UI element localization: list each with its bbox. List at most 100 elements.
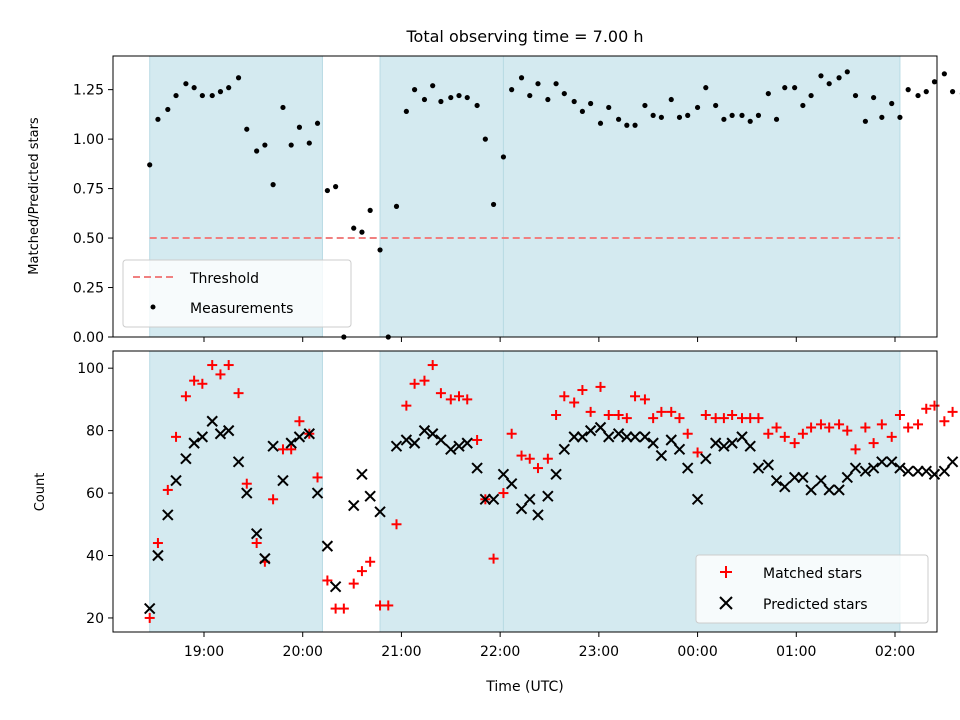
matched-star-point (189, 375, 200, 386)
measurement-point (367, 207, 373, 213)
predicted-star-point (779, 481, 791, 493)
measurement-point (597, 120, 604, 126)
measurement-point (889, 100, 895, 107)
measurement-point (456, 92, 462, 99)
matched-star-point (268, 494, 279, 505)
matched-star-point (401, 400, 412, 411)
matched-star-point (763, 428, 774, 439)
matched-star-point (294, 416, 305, 427)
x-tick-label: 21:00 (381, 644, 421, 660)
predicted-star-point (196, 431, 209, 443)
matched-star-point (806, 422, 817, 433)
predicted-star-point (426, 428, 439, 440)
measurements-legend-label: Measurements (190, 301, 293, 317)
predicted-star-point (390, 440, 403, 452)
predicted-star-point (267, 440, 279, 452)
predicted-star-point (805, 484, 817, 496)
y-tick-label: 0.25 (73, 281, 104, 297)
matched-star-point (868, 438, 879, 449)
measurement-point (411, 87, 418, 93)
predicted-star-point (303, 428, 316, 440)
matched-star-point (947, 406, 958, 417)
predicted-legend-label: Predicted stars (763, 597, 868, 613)
measurement-point (871, 94, 877, 101)
predicted-star-point (329, 581, 342, 593)
matched-star-point (648, 413, 659, 424)
predicted-star-point (833, 484, 845, 496)
matched-star-point (215, 369, 226, 380)
matched-star-point (207, 360, 218, 371)
x-tick-label: 20:00 (283, 644, 323, 660)
y-tick-label: 20 (86, 611, 104, 627)
matched-star-point (779, 431, 790, 442)
measurement-point (155, 116, 161, 122)
predicted-star-point (214, 428, 227, 440)
matched-star-point (524, 453, 535, 464)
predicted-star-point (311, 487, 324, 499)
matched-star-point (797, 428, 808, 439)
predicted-stars-points (144, 415, 959, 615)
measurement-point (490, 201, 497, 208)
y-tick-label: 1.00 (73, 132, 104, 148)
x-tick-label: 02:00 (875, 644, 915, 660)
predicted-star-point (691, 493, 704, 506)
measurement-point (905, 87, 911, 93)
matched-star-point (338, 603, 349, 614)
predicted-star-point (621, 431, 633, 443)
bottom-x-ticks: 19:00 20:00 21:00 22:00 23:00 00:00 01:00 02:00 (184, 632, 915, 660)
measurement-point (739, 112, 745, 118)
matched-star-point (727, 410, 738, 421)
measurement-point (792, 85, 798, 91)
predicted-star-point (841, 471, 853, 484)
predicted-star-point (505, 477, 518, 490)
measurement-point (685, 112, 691, 118)
shaded-interval (502, 55, 901, 338)
measurement-point (624, 122, 630, 128)
measurement-point (676, 114, 683, 120)
matched-star-point (894, 410, 905, 421)
predicted-star-point (736, 431, 748, 443)
measurement-point (527, 92, 533, 99)
predicted-star-point (709, 437, 722, 449)
predicted-star-point (629, 431, 641, 443)
measurement-point (844, 69, 850, 75)
measurement-point (270, 182, 276, 188)
predicted-star-point (250, 527, 263, 540)
measurement-point (199, 92, 205, 99)
matched-star-point (498, 488, 509, 499)
predicted-star-point (639, 431, 651, 443)
predicted-star-point (655, 449, 668, 462)
matched-star-point (613, 410, 624, 421)
measurements-legend-swatch (150, 304, 156, 310)
predicted-star-point (920, 465, 932, 477)
measurement-point (553, 81, 559, 87)
x-tick-label: 19:00 (184, 644, 224, 660)
predicted-star-point (418, 424, 431, 437)
matched-star-point (488, 553, 499, 564)
measurement-point (579, 108, 586, 115)
matched-star-point (233, 388, 244, 399)
predicted-star-point (770, 474, 783, 487)
measurement-point (632, 122, 638, 128)
matched-star-point (348, 578, 359, 589)
matched-star-point (312, 472, 323, 483)
matched-star-point (223, 360, 234, 371)
y-tick-label: 100 (77, 361, 104, 377)
matched-star-point (903, 422, 914, 433)
matched-star-point (427, 360, 438, 371)
measurement-point (606, 104, 612, 111)
matched-star-point (286, 444, 297, 455)
measurement-point (509, 87, 515, 93)
predicted-star-point (665, 434, 677, 446)
matched-star-point (815, 419, 826, 430)
predicted-star-point (558, 443, 571, 456)
predicted-star-point (321, 540, 334, 552)
measurement-point (393, 203, 400, 209)
matched-star-point (391, 519, 402, 530)
matched-star-point (789, 438, 800, 449)
matched-star-point (454, 391, 465, 402)
matched-star-point (834, 419, 845, 430)
matched-star-point (445, 394, 456, 405)
matched-star-point (506, 428, 517, 439)
